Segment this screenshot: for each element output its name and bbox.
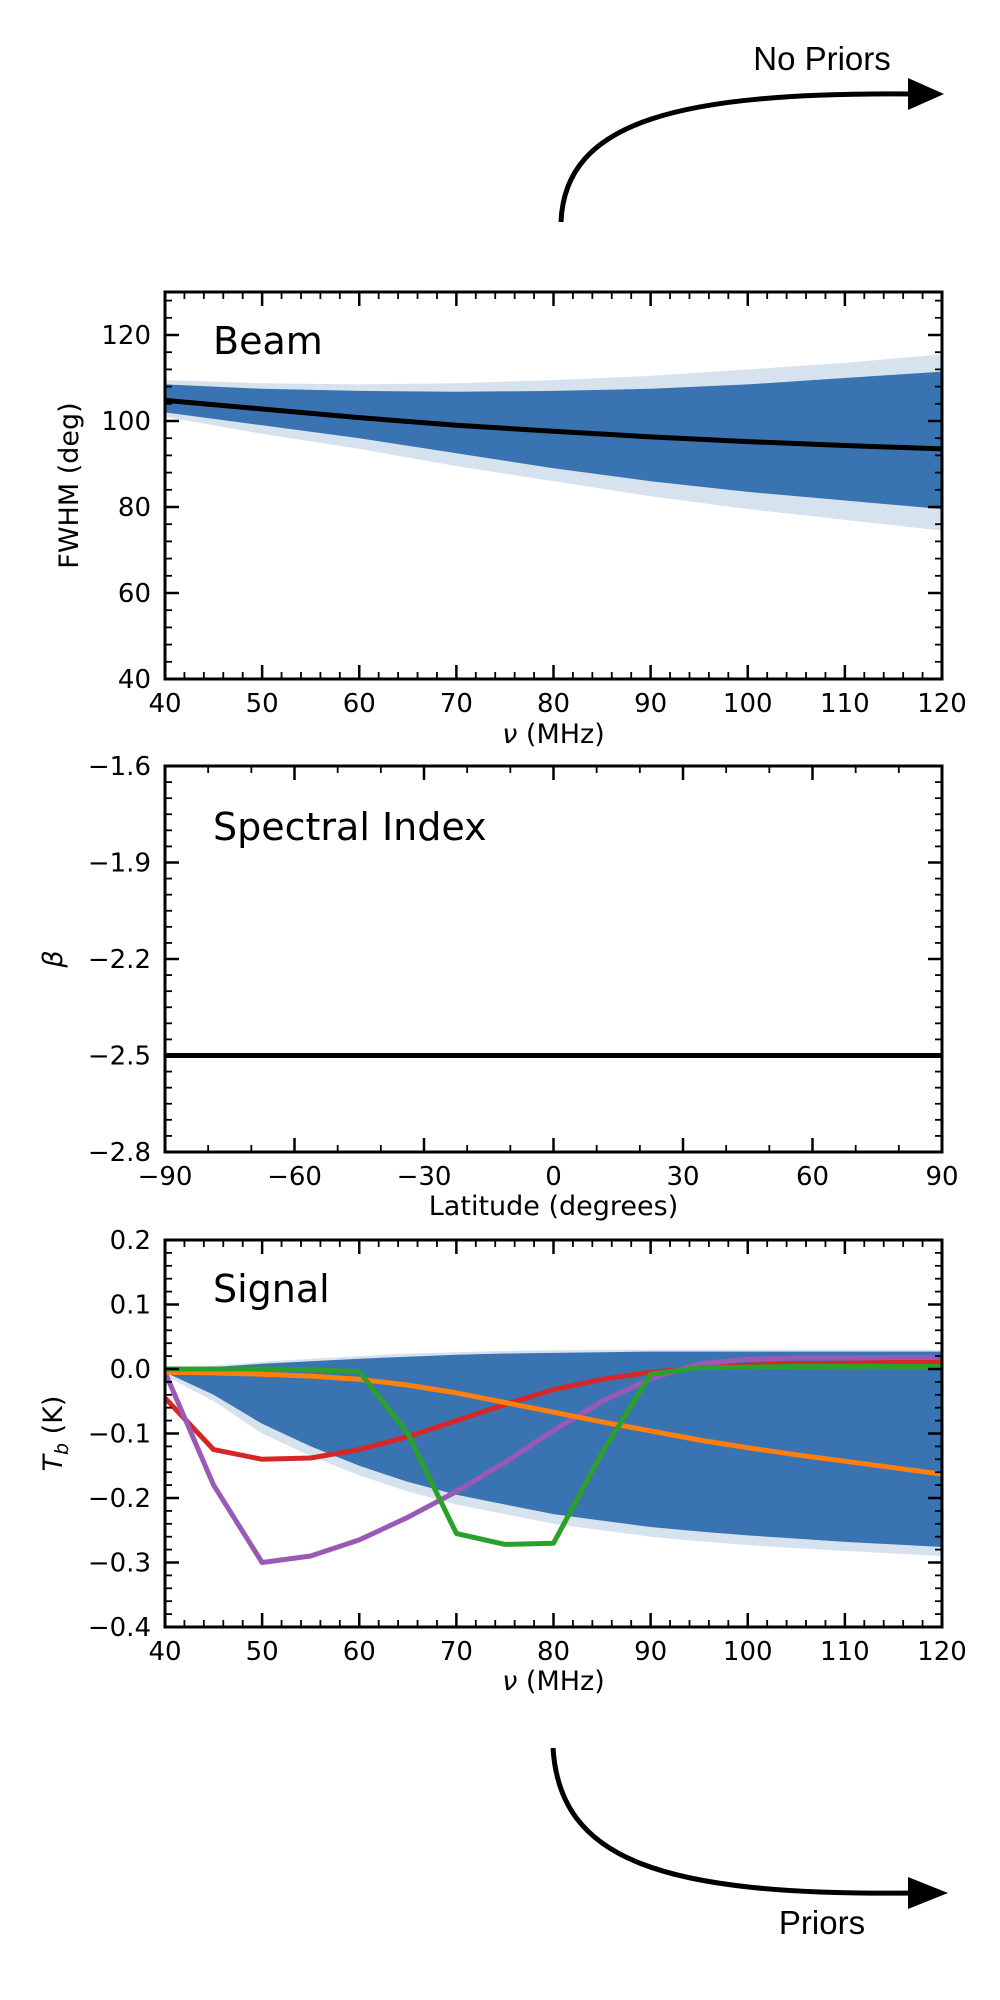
x-tick-label: −30 — [397, 1162, 452, 1192]
y-tick-label: 120 — [101, 321, 151, 351]
x-tick-label: 40 — [148, 689, 181, 719]
priors-arrow: Priors — [550, 1747, 948, 1941]
y-tick-label: −2.2 — [88, 945, 151, 975]
y-tick-label: −0.2 — [88, 1484, 151, 1514]
x-tick-label: 90 — [634, 1637, 667, 1667]
x-tick-label: 60 — [343, 1637, 376, 1667]
x-tick-label: 50 — [246, 689, 279, 719]
series-line-3 — [165, 1363, 942, 1547]
no-priors-arrow-curve — [558, 91, 916, 223]
y-axis-label: FWHM (deg) — [54, 402, 85, 568]
priors-label: Priors — [779, 1904, 865, 1941]
series-line-1 — [165, 1354, 942, 1565]
x-axis-label: Latitude (degrees) — [429, 1191, 678, 1222]
y-tick-label: −0.3 — [88, 1549, 151, 1579]
x-tick-label: 40 — [148, 1637, 181, 1667]
series-line-0 — [165, 397, 942, 452]
x-tick-label: 90 — [634, 689, 667, 719]
y-tick-label: 40 — [118, 665, 151, 695]
y-tick-label: −2.5 — [88, 1042, 151, 1072]
x-tick-label: 120 — [917, 1637, 967, 1667]
x-tick-label: 100 — [723, 689, 773, 719]
posterior-band — [165, 371, 942, 510]
x-tick-label: 100 — [723, 1637, 773, 1667]
y-tick-label: 100 — [101, 407, 151, 437]
y-tick-label: 0.0 — [110, 1355, 151, 1385]
no-priors-arrow: No Priors — [558, 40, 944, 223]
priors-arrow-curve — [550, 1747, 916, 1896]
series-line-0 — [165, 1360, 942, 1462]
series-line-2 — [165, 1369, 942, 1477]
y-tick-label: 60 — [118, 579, 151, 609]
x-tick-label: 110 — [820, 1637, 870, 1667]
y-tick-label: −0.1 — [88, 1420, 151, 1450]
y-tick-label: −1.6 — [88, 752, 151, 782]
beam-panel: 40 50 60 70 80 90 100 110 120 40 60 80 100 120 Beam ν (… — [54, 290, 967, 750]
x-tick-label: 60 — [343, 689, 376, 719]
priors-arrow-head — [908, 1877, 948, 1909]
x-tick-label: 120 — [917, 689, 967, 719]
y-tick-label: 0.2 — [110, 1226, 151, 1256]
y-axis-label: β — [38, 950, 69, 968]
no-priors-arrow-head — [908, 78, 944, 110]
x-axis-label: ν (MHz) — [502, 1666, 605, 1697]
y-tick-label: 80 — [118, 493, 151, 523]
x-tick-label: 60 — [796, 1162, 829, 1192]
x-tick-label: 70 — [440, 689, 473, 719]
plot-area — [165, 1349, 942, 1565]
x-axis-label: ν (MHz) — [502, 719, 605, 750]
panel-title: Spectral Index — [213, 805, 487, 849]
posterior-band — [165, 1351, 942, 1547]
y-tick-label: −0.4 — [88, 1613, 151, 1643]
x-tick-label: 110 — [820, 689, 870, 719]
spectral-index-panel: −90 −60 −30 0 30 60 90 −2.8 −2.5 −2.2 −1.9 −1.6 Spec… — [38, 752, 959, 1222]
x-tick-label: 80 — [537, 1637, 570, 1667]
x-tick-label: 0 — [545, 1162, 562, 1192]
panel-title: Beam — [213, 319, 323, 363]
panel-title: Signal — [213, 1267, 330, 1311]
x-tick-label: 80 — [537, 689, 570, 719]
no-priors-label: No Priors — [753, 40, 891, 77]
y-tick-label: −1.9 — [88, 849, 151, 879]
x-tick-label: 30 — [666, 1162, 699, 1192]
x-tick-label: 90 — [925, 1162, 958, 1192]
y-tick-label: −2.8 — [88, 1138, 151, 1168]
x-tick-label: −90 — [138, 1162, 193, 1192]
x-tick-label: 50 — [246, 1637, 279, 1667]
y-axis-label: Tb (K) — [38, 1396, 73, 1472]
x-tick-label: −60 — [267, 1162, 322, 1192]
x-tick-label: 70 — [440, 1637, 473, 1667]
signal-panel: 40 50 60 70 80 90 100 110 120 −0.4 −0.3 −0.2 −0.1 0.0… — [38, 1226, 967, 1697]
plot-area — [165, 354, 942, 531]
y-tick-label: 0.1 — [110, 1291, 151, 1321]
